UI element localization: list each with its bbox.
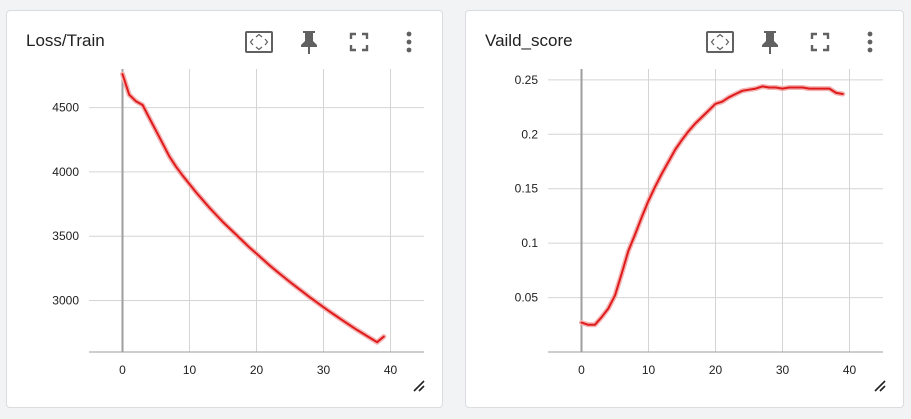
card-title: Loss/Train [26, 31, 105, 50]
pin-icon [301, 31, 317, 54]
y-tick-label: 0.1 [521, 236, 538, 250]
x-tick-label: 40 [384, 363, 398, 377]
y-tick-label: 0.05 [515, 291, 539, 305]
fullscreen-icon [810, 32, 830, 52]
fit-domain-icon [245, 31, 273, 53]
chart-card-vaild-score: Vaild_score 0.05 0.1 0.15 0.2 0.25 0 10 20 30 40 [465, 10, 904, 408]
chart-card-loss-train: Loss/Train 3000 3500 4000 4500 0 10 20 30 40 [6, 10, 443, 408]
pin-button[interactable] [755, 27, 785, 57]
x-tick-label: 0 [578, 363, 585, 377]
x-tick-label: 0 [119, 363, 126, 377]
x-tick-label: 30 [776, 363, 790, 377]
fit-domain-icon [706, 31, 734, 53]
x-tick-label: 30 [317, 363, 331, 377]
y-tick-label: 4000 [52, 165, 79, 179]
loss-train-chart[interactable]: 3000 3500 4000 4500 0 10 20 30 40 [7, 11, 444, 409]
more-options-button[interactable] [855, 27, 885, 57]
resize-handle-icon[interactable] [873, 379, 887, 393]
x-tick-label: 40 [843, 363, 857, 377]
y-tick-label: 3000 [52, 294, 79, 308]
y-tick-label: 0.2 [521, 127, 538, 141]
more-vert-icon [867, 31, 873, 53]
more-vert-icon [406, 31, 412, 53]
card-title: Vaild_score [485, 31, 573, 50]
y-tick-label: 4500 [52, 101, 79, 115]
series-line-raw [120, 71, 387, 345]
x-tick-label: 20 [709, 363, 723, 377]
resize-handle-icon[interactable] [412, 379, 426, 393]
fit-domain-button[interactable] [244, 27, 274, 57]
y-tick-label: 0.15 [515, 182, 539, 196]
fit-domain-button[interactable] [705, 27, 735, 57]
pin-button[interactable] [294, 27, 324, 57]
more-options-button[interactable] [394, 27, 424, 57]
x-tick-label: 10 [642, 363, 656, 377]
pin-icon [762, 31, 778, 54]
fullscreen-icon [349, 32, 369, 52]
card-toolbar [705, 27, 885, 57]
vaild-score-chart[interactable]: 0.05 0.1 0.15 0.2 0.25 0 10 20 30 40 [466, 11, 905, 409]
y-tick-label: 0.25 [515, 73, 539, 87]
series-line-raw [579, 83, 846, 328]
x-tick-label: 20 [250, 363, 264, 377]
series-line [580, 85, 844, 326]
y-tick-label: 3500 [52, 229, 79, 243]
fullscreen-button[interactable] [805, 27, 835, 57]
fullscreen-button[interactable] [344, 27, 374, 57]
x-tick-label: 10 [183, 363, 197, 377]
series-line [121, 73, 385, 344]
card-toolbar [244, 27, 424, 57]
